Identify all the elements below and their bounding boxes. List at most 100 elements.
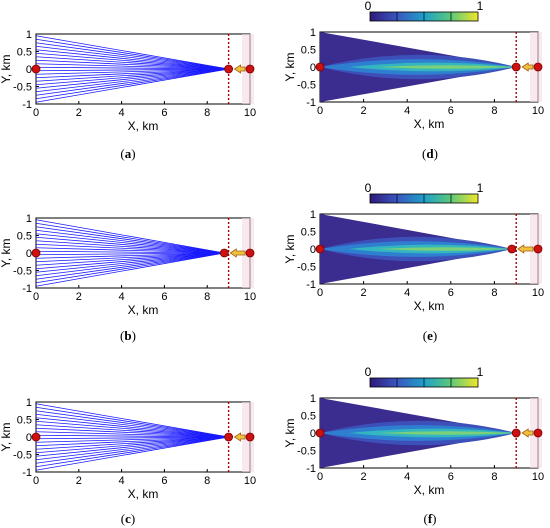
x-tick-label: 8 [204,107,210,119]
ray-line [35,427,229,438]
ray-line [35,252,225,256]
direction-arrow [233,432,246,442]
x-tick-label: 0 [33,291,39,303]
receiver-marker [533,62,543,72]
ray-line [35,410,229,438]
colorbar-max-label: 1 [477,0,484,13]
ray-line [35,252,225,266]
y-axis-label: Y, km [283,418,297,447]
direction-arrow [521,428,534,438]
x-tick-label: 4 [404,287,410,299]
colorbar-max-label: 1 [477,181,484,195]
ray-line [35,247,225,254]
y-tick-label: 0.5 [301,227,316,239]
heat-band [378,431,517,435]
x-tick-label: 10 [244,475,256,487]
y-tick-label: 0.5 [301,411,316,423]
ray-line [35,45,229,70]
ray-line [35,240,225,254]
ray-line [35,59,229,70]
y-tick-label: -0.5 [297,80,316,92]
source-marker [315,428,325,438]
source-marker [315,62,325,72]
focus-marker [511,62,521,72]
caption-letter: e [427,328,433,343]
x-tick-label: 6 [161,107,167,119]
x-tick-label: 0 [33,107,39,119]
heatmap-plot-f: 0 10 2 4 6 8 10-1-0.500.51X, kmY, km [283,365,544,497]
ray-line [35,68,229,96]
panel-e: 0 1 0 2 4 6 8 10 -1 -0.5 0 0.5 1 X, km Y, km [280,181,550,320]
heatmap-plot-d: 0 10 2 4 6 8 10-1-0.500.51X, kmY, km [283,0,544,131]
ray-line [35,68,229,93]
receiver-marker [245,64,255,74]
panel-a: 0 2 4 6 8 10 -1 -0.5 0 0.5 1 X, km Y, km [0,26,265,138]
x-tick-label: 10 [532,471,544,483]
focus-marker [224,64,234,74]
ray-line [35,38,229,70]
ray-line [35,42,229,70]
x-tick-label: 0 [33,475,39,487]
x-tick-label: 2 [76,107,82,119]
ray-line [35,436,229,468]
x-tick-label: 6 [448,287,454,299]
x-tick-label: 4 [119,291,125,303]
ray-line [35,252,225,277]
ray-line [35,52,229,70]
focus-marker [224,432,234,442]
y-tick-label: 1 [310,393,316,405]
receiver-marker [533,244,543,254]
ray-line [35,424,229,438]
y-tick-label: 0.5 [17,231,32,243]
panel-d: 0 1 0 2 4 6 8 10 -1 -0.5 0 0.5 1 X, km Y, km [280,0,550,138]
x-tick-label: 10 [532,287,544,299]
ray-line [35,420,229,438]
direction-arrow [521,62,534,72]
x-axis-label: X, km [128,487,159,501]
y-tick-label: 1 [26,29,32,41]
panel-b: 0 2 4 6 8 10 -1 -0.5 0 0.5 1 X, km Y, km [0,210,265,322]
x-tick-label: 4 [119,107,125,119]
x-tick-label: 2 [76,475,82,487]
ray-line [35,243,225,254]
y-tick-label: -1 [22,99,32,111]
ray-line [35,252,225,270]
ray-line [35,250,225,254]
ray-line [35,406,229,438]
source-marker [31,432,41,442]
panel-c: 0 2 4 6 8 10 -1 -0.5 0 0.5 1 X, km Y, km [0,394,265,506]
x-tick-label: 10 [244,291,256,303]
x-tick-label: 8 [204,291,210,303]
direction-arrow [229,248,246,258]
x-tick-label: 0 [317,471,323,483]
x-tick-label: 4 [119,475,125,487]
caption-letter: d [426,146,434,161]
caption-d: (d) [422,146,438,161]
ray-plot-b: 0 2 4 6 8 10 -1 -0.5 0 0.5 1 X, km Y, km [0,213,256,317]
x-tick-label: 0 [317,105,323,117]
x-tick-label: 10 [244,107,256,119]
x-tick-label: 4 [404,471,410,483]
direction-arrow [517,244,534,254]
ray-line [35,68,229,86]
x-tick-label: 2 [361,287,367,299]
x-tick-label: 8 [204,475,210,487]
y-tick-label: 1 [26,213,32,225]
caption-letter: b [124,328,132,343]
y-tick-label: -0.5 [297,446,316,458]
focus-marker [511,428,521,438]
y-tick-label: -1 [22,283,32,295]
ray-line [35,417,229,438]
x-tick-label: 6 [448,105,454,117]
ray-line [35,413,229,438]
ray-line [35,68,229,103]
ray-line [35,66,229,70]
y-tick-label: 0 [310,244,316,256]
caption-f: (f) [423,511,437,526]
colorbar-min-label: 0 [365,365,372,379]
y-axis-label: Y, km [0,54,13,83]
ray-line [35,236,225,254]
caption-c: (c) [120,511,136,526]
ray-line [35,436,229,471]
ray-line [35,35,229,70]
